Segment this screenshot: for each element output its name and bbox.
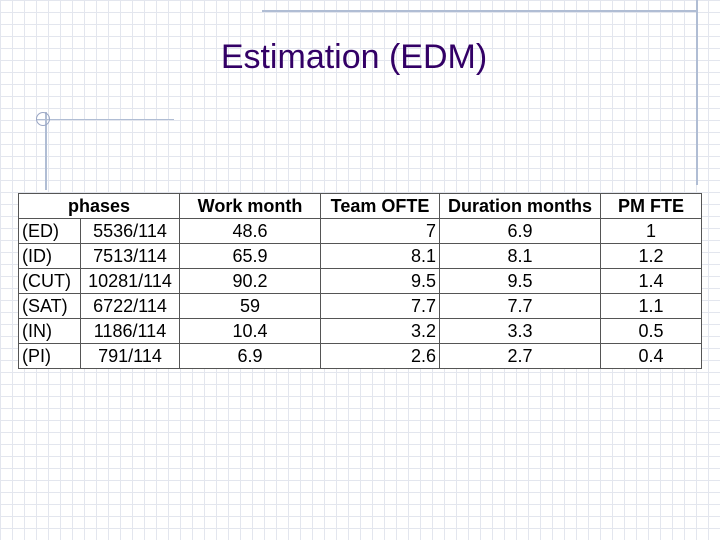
duration-cell: 2.7 <box>439 343 601 369</box>
table-row: (PI) 791/114 6.9 2.6 2.7 0.4 <box>18 343 702 369</box>
table-row: (CUT) 10281/114 90.2 9.5 9.5 1.4 <box>18 268 702 294</box>
work-month-cell: 59 <box>179 293 321 319</box>
duration-cell: 7.7 <box>439 293 601 319</box>
work-month-cell: 90.2 <box>179 268 321 294</box>
work-month-cell: 6.9 <box>179 343 321 369</box>
estimation-table: phases Work month Team OFTE Duration mon… <box>18 193 702 369</box>
team-ofte-cell: 2.6 <box>320 343 440 369</box>
table-row: (ED) 5536/114 48.6 7 6.9 1 <box>18 218 702 244</box>
ratio-cell: 5536/114 <box>80 218 180 244</box>
decorative-horizontal-line <box>36 119 174 120</box>
pm-fte-cell: 1.1 <box>600 293 702 319</box>
ratio-cell: 10281/114 <box>80 268 180 294</box>
duration-cell: 8.1 <box>439 243 601 269</box>
header-phases: phases <box>18 193 180 219</box>
pm-fte-cell: 1 <box>600 218 702 244</box>
table-header-row: phases Work month Team OFTE Duration mon… <box>18 193 702 219</box>
duration-cell: 3.3 <box>439 318 601 344</box>
phase-cell: (ID) <box>18 243 81 269</box>
table-row: (IN) 1186/114 10.4 3.2 3.3 0.5 <box>18 318 702 344</box>
decorative-left-line <box>45 112 47 190</box>
table-row: (ID) 7513/114 65.9 8.1 8.1 1.2 <box>18 243 702 269</box>
phase-cell: (IN) <box>18 318 81 344</box>
header-work-month: Work month <box>179 193 321 219</box>
header-pm-fte: PM FTE <box>600 193 702 219</box>
phase-cell: (ED) <box>18 218 81 244</box>
ratio-cell: 1186/114 <box>80 318 180 344</box>
phase-cell: (SAT) <box>18 293 81 319</box>
decorative-circle-icon <box>36 112 50 126</box>
team-ofte-cell: 8.1 <box>320 243 440 269</box>
work-month-cell: 10.4 <box>179 318 321 344</box>
work-month-cell: 65.9 <box>179 243 321 269</box>
table-row: (SAT) 6722/114 59 7.7 7.7 1.1 <box>18 293 702 319</box>
pm-fte-cell: 0.4 <box>600 343 702 369</box>
pm-fte-cell: 1.2 <box>600 243 702 269</box>
header-team-ofte: Team OFTE <box>320 193 440 219</box>
pm-fte-cell: 1.4 <box>600 268 702 294</box>
work-month-cell: 48.6 <box>179 218 321 244</box>
team-ofte-cell: 3.2 <box>320 318 440 344</box>
duration-cell: 6.9 <box>439 218 601 244</box>
ratio-cell: 7513/114 <box>80 243 180 269</box>
team-ofte-cell: 7 <box>320 218 440 244</box>
decorative-right-line <box>696 0 698 185</box>
pm-fte-cell: 0.5 <box>600 318 702 344</box>
slide-title: Estimation (EDM) <box>220 38 488 76</box>
team-ofte-cell: 7.7 <box>320 293 440 319</box>
phase-cell: (CUT) <box>18 268 81 294</box>
team-ofte-cell: 9.5 <box>320 268 440 294</box>
duration-cell: 9.5 <box>439 268 601 294</box>
ratio-cell: 791/114 <box>80 343 180 369</box>
header-duration-months: Duration months <box>439 193 601 219</box>
phase-cell: (PI) <box>18 343 81 369</box>
decorative-top-line <box>262 10 698 12</box>
ratio-cell: 6722/114 <box>80 293 180 319</box>
